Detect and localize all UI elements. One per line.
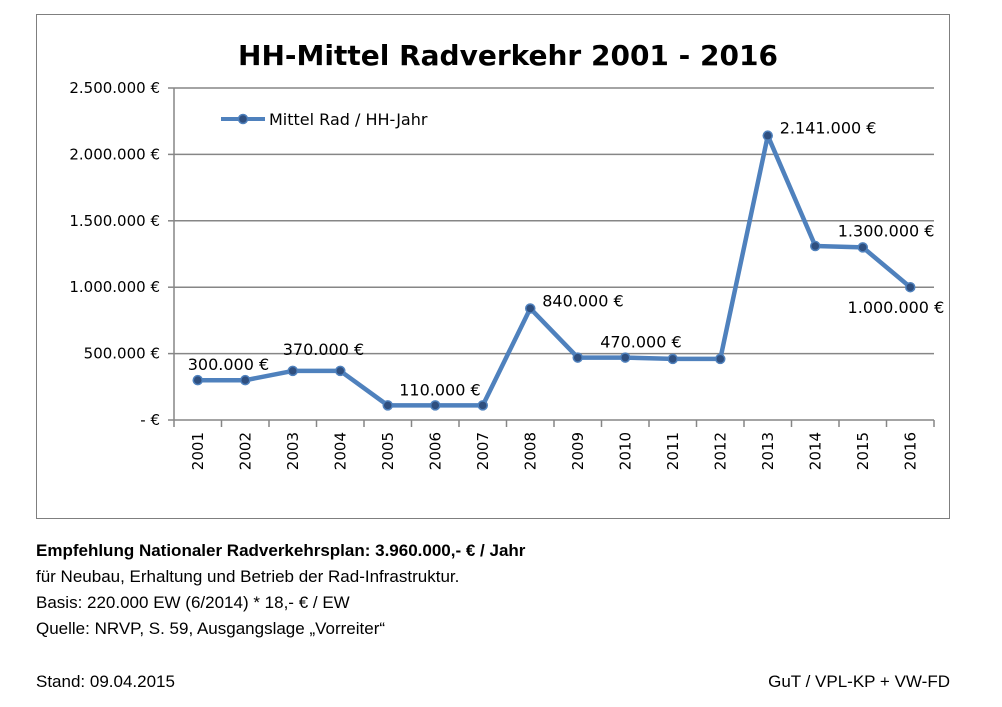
credit-text: GuT / VPL-KP + VW-FD <box>768 672 950 691</box>
gridlines <box>174 87 934 355</box>
data-label: 840.000 € <box>542 291 623 310</box>
series-line <box>197 133 912 408</box>
data-point <box>667 353 678 365</box>
data-label: 300.000 € <box>188 355 269 374</box>
series-layer <box>192 130 916 411</box>
data-point <box>762 130 773 141</box>
data-point <box>572 352 583 363</box>
x-tick-label: 2004 <box>331 432 349 470</box>
legend-point-marker <box>237 113 249 125</box>
data-point <box>857 242 868 253</box>
basis-text: Basis: 220.000 EW (6/2014) * 18,- € / EW <box>36 593 350 612</box>
recommendation-text: Empfehlung Nationaler Radverkehrsplan: 3… <box>36 541 526 560</box>
data-label: 1.000.000 € <box>848 298 945 317</box>
purpose-text: für Neubau, Erhaltung und Betrieb der Ra… <box>36 567 460 586</box>
data-point <box>287 365 298 377</box>
x-tick-label: 2008 <box>521 432 539 470</box>
x-tick-label: 2014 <box>806 432 824 470</box>
y-tick-label: 1.500.000 € <box>69 212 160 230</box>
line-chart: HH-Mittel Radverkehr 2001 - 2016 - € 500.… <box>69 39 945 470</box>
x-tick-label: 2007 <box>474 432 492 470</box>
y-tick-label: - € <box>140 411 160 429</box>
data-label: 2.141.000 € <box>780 119 877 138</box>
data-point <box>192 374 203 386</box>
legend-label: Mittel Rad / HH-Jahr <box>269 110 428 129</box>
stand-date: Stand: 09.04.2015 <box>36 672 175 691</box>
y-tick-label: 2.000.000 € <box>69 145 160 163</box>
x-tick-label: 2010 <box>616 432 634 470</box>
data-point <box>430 400 441 411</box>
source-text: Quelle: NRVP, S. 59, Ausgangslage „Vorre… <box>36 619 386 638</box>
y-tick-label: 500.000 € <box>84 345 160 363</box>
y-tick-label: 2.500.000 € <box>69 79 160 97</box>
data-label: 470.000 € <box>600 333 681 352</box>
data-point <box>335 365 346 377</box>
x-tick-label: 2015 <box>854 432 872 470</box>
data-point <box>525 303 536 314</box>
data-label: 1.300.000 € <box>838 221 935 240</box>
data-point <box>477 400 488 411</box>
data-label: 110.000 € <box>399 380 480 399</box>
data-label: 370.000 € <box>283 340 364 359</box>
x-tick-label: 2001 <box>189 432 207 470</box>
chart-title: HH-Mittel Radverkehr 2001 - 2016 <box>238 39 778 72</box>
x-tick-label: 2016 <box>901 432 919 470</box>
x-tick-label: 2009 <box>569 432 587 470</box>
axes: - € 500.000 € 1.000.000 € 1.500.000 € 2.000.… <box>69 79 935 470</box>
x-tick-label: 2002 <box>236 432 254 470</box>
data-point <box>382 400 393 411</box>
data-point <box>240 374 251 386</box>
x-tick-label: 2003 <box>284 432 302 470</box>
x-tick-label: 2012 <box>711 432 729 470</box>
data-labels: 300.000 € 370.000 € 110.000 € 840.000 € 470.… <box>188 119 945 400</box>
x-tick-label: 2011 <box>664 432 682 470</box>
data-point <box>905 281 916 293</box>
x-tick-label: 2005 <box>379 432 397 470</box>
data-point <box>620 352 631 363</box>
x-tick-label: 2006 <box>426 432 444 470</box>
data-point <box>715 353 726 365</box>
y-tick-label: 1.000.000 € <box>69 278 160 296</box>
data-point <box>810 240 821 252</box>
chart-frame: HH-Mittel Radverkehr 2001 - 2016 - € 500.… <box>36 14 950 519</box>
legend: Mittel Rad / HH-Jahr <box>221 110 428 129</box>
x-tick-label: 2013 <box>759 432 777 470</box>
